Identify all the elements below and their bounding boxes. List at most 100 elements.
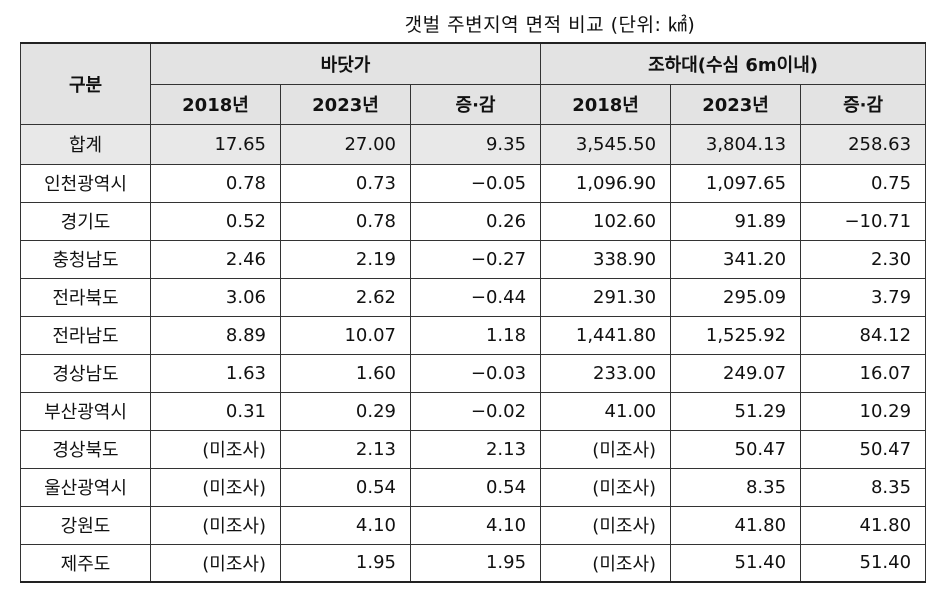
row-label: 충청남도 [20, 239, 151, 279]
table-row: 부산광역시 0.31 0.29 −0.02 41.00 51.29 10.29 [20, 391, 927, 431]
table-cell: 2.62 [280, 277, 411, 317]
row-label: 경상남도 [20, 353, 151, 393]
table-cell: 1,097.65 [670, 163, 802, 203]
table-cell: −0.44 [409, 277, 542, 317]
table-row: 강원도 (미조사) 4.10 4.10 (미조사) 41.80 41.80 [20, 505, 927, 545]
table-cell: 2.13 [280, 429, 411, 469]
table-cell: 0.31 [150, 391, 281, 431]
table-cell: 0.29 [280, 391, 411, 431]
table-cell: 295.09 [670, 277, 802, 317]
table-cell: −0.02 [409, 391, 542, 431]
total-row: 합계 17.65 27.00 9.35 3,545.50 3,804.13 25… [20, 123, 927, 165]
row-label: 인천광역시 [20, 163, 151, 203]
table-cell: 102.60 [540, 201, 672, 241]
table-cell: 0.73 [280, 163, 411, 203]
sub-header: 2023년 [280, 83, 411, 125]
table-cell: −10.71 [800, 201, 927, 241]
table-row: 경기도 0.52 0.78 0.26 102.60 91.89 −10.71 [20, 201, 927, 241]
table-cell: 51.40 [670, 543, 802, 583]
table-cell: 10.29 [800, 391, 927, 431]
table-cell: 341.20 [670, 239, 802, 279]
table-cell: 8.35 [670, 467, 802, 507]
table-row: 울산광역시 (미조사) 0.54 0.54 (미조사) 8.35 8.35 [20, 467, 927, 507]
row-label: 경상북도 [20, 429, 151, 469]
sub-header: 2018년 [540, 83, 672, 125]
table-cell: 4.10 [280, 505, 411, 545]
row-label: 전라남도 [20, 315, 151, 355]
table-cell: 9.35 [409, 123, 542, 165]
table-title: 갯벌 주변지역 면적 비교 (단위: ㎢) [404, 14, 696, 36]
table-cell: 0.26 [409, 201, 542, 241]
table-cell: 27.00 [280, 123, 411, 165]
table-row: 전라남도 8.89 10.07 1.18 1,441.80 1,525.92 84.12 [20, 315, 927, 355]
table-row: 충청남도 2.46 2.19 −0.27 338.90 341.20 2.30 [20, 239, 927, 279]
row-label: 전라북도 [20, 277, 151, 317]
table-cell: 84.12 [800, 315, 927, 355]
row-label: 부산광역시 [20, 391, 151, 431]
row-label: 제주도 [20, 543, 151, 583]
table-cell: (미조사) [540, 543, 672, 583]
table-cell: 3,804.13 [670, 123, 802, 165]
group-header-subtidal: 조하대(수심 6m이내) [540, 42, 927, 85]
table-cell: 41.80 [800, 505, 927, 545]
sub-header: 2018년 [150, 83, 281, 125]
corner-header: 구분 [20, 42, 151, 125]
table-cell: 258.63 [800, 123, 927, 165]
sub-header: 2023년 [670, 83, 802, 125]
table-cell: 0.75 [800, 163, 927, 203]
table-cell: 0.54 [280, 467, 411, 507]
table-cell: 3,545.50 [540, 123, 672, 165]
table-cell: 8.89 [150, 315, 281, 355]
table-cell: 291.30 [540, 277, 672, 317]
table-cell: 1.18 [409, 315, 542, 355]
row-label: 울산광역시 [20, 467, 151, 507]
table-row: 경상남도 1.63 1.60 −0.03 233.00 249.07 16.07 [20, 353, 927, 393]
table-cell: (미조사) [150, 543, 281, 583]
table-row: 전라북도 3.06 2.62 −0.44 291.30 295.09 3.79 [20, 277, 927, 317]
table-cell: 1.63 [150, 353, 281, 393]
table-cell: (미조사) [150, 429, 281, 469]
row-label: 강원도 [20, 505, 151, 545]
table-cell: 50.47 [670, 429, 802, 469]
table-cell: 4.10 [409, 505, 542, 545]
table-cell: −0.27 [409, 239, 542, 279]
sub-header: 증·감 [409, 83, 542, 125]
table-cell: 1,441.80 [540, 315, 672, 355]
group-header-shore: 바닷가 [149, 42, 542, 85]
table-cell: 50.47 [800, 429, 927, 469]
table-cell: 41.00 [540, 391, 672, 431]
table-cell: −0.05 [409, 163, 542, 203]
table-cell: (미조사) [150, 467, 281, 507]
table-cell: 1,096.90 [540, 163, 672, 203]
table-row: 경상북도 (미조사) 2.13 2.13 (미조사) 50.47 50.47 [20, 429, 927, 469]
table-cell: 41.80 [670, 505, 802, 545]
table-cell: 8.35 [800, 467, 927, 507]
sub-header: 증·감 [800, 83, 927, 125]
table-cell: 233.00 [540, 353, 672, 393]
area-comparison-table: 구분 바닷가 조하대(수심 6m이내) 2018년 2023년 증·감 2018… [20, 42, 927, 583]
table-cell: 2.19 [280, 239, 411, 279]
table-cell: 1,525.92 [670, 315, 802, 355]
table-cell: (미조사) [540, 429, 672, 469]
table-cell: 2.13 [409, 429, 542, 469]
table-cell: 1.95 [280, 543, 411, 583]
table-cell: −0.03 [409, 353, 542, 393]
table-cell: 0.54 [409, 467, 542, 507]
table-cell: 10.07 [280, 315, 411, 355]
table-cell: (미조사) [150, 505, 281, 545]
table-row: 제주도 (미조사) 1.95 1.95 (미조사) 51.40 51.40 [20, 543, 927, 583]
table-cell: 91.89 [670, 201, 802, 241]
row-label: 합계 [20, 123, 151, 165]
table-cell: 16.07 [800, 353, 927, 393]
table-cell: 1.95 [409, 543, 542, 583]
table-cell: (미조사) [540, 505, 672, 545]
table-row: 인천광역시 0.78 0.73 −0.05 1,096.90 1,097.65 0.75 [20, 163, 927, 203]
table-cell: 1.60 [280, 353, 411, 393]
table-cell: 17.65 [150, 123, 281, 165]
table-cell: 3.06 [150, 277, 281, 317]
table-cell: 51.29 [670, 391, 802, 431]
table-cell: 2.46 [150, 239, 281, 279]
table-cell: 51.40 [800, 543, 927, 583]
table-cell: 2.30 [800, 239, 927, 279]
table-cell: 338.90 [540, 239, 672, 279]
